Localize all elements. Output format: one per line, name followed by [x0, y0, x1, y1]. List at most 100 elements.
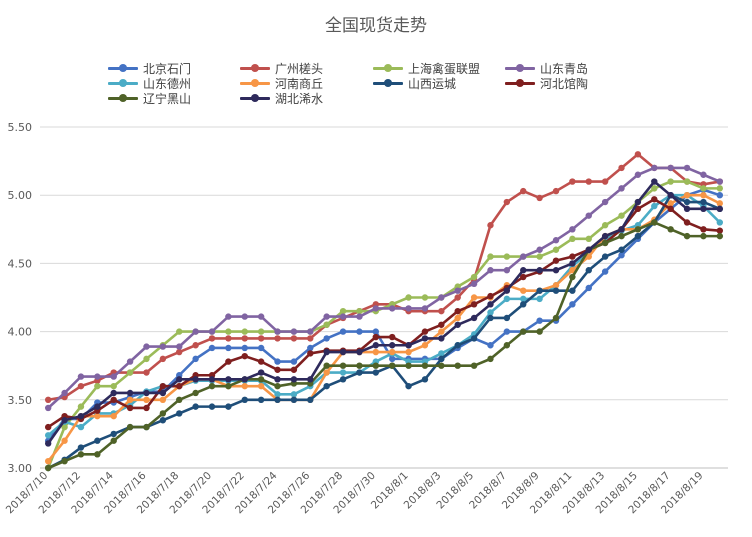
data-point: [241, 328, 248, 335]
data-point: [536, 317, 543, 324]
data-point: [585, 253, 592, 260]
data-point: [126, 358, 134, 365]
legend-item: 辽宁黑山: [108, 91, 191, 106]
y-tick-label: 3.00: [8, 462, 33, 475]
data-point: [225, 403, 232, 410]
data-point: [421, 342, 429, 349]
data-point: [438, 307, 445, 315]
data-point: [520, 287, 527, 294]
data-point: [388, 362, 396, 369]
data-point: [716, 178, 724, 185]
data-point: [110, 430, 117, 438]
data-point: [470, 280, 478, 288]
legend-swatch: [505, 63, 535, 72]
data-point: [241, 344, 248, 352]
data-point: [388, 342, 396, 349]
legend-swatch: [108, 78, 138, 87]
data-point: [274, 391, 281, 398]
data-point: [552, 246, 560, 253]
data-point: [454, 294, 461, 301]
data-point: [700, 205, 707, 213]
data-point: [356, 313, 363, 320]
data-point: [44, 404, 52, 412]
data-point: [356, 348, 363, 356]
data-point: [454, 287, 461, 294]
data-point: [77, 451, 85, 458]
data-point: [421, 305, 429, 312]
data-point: [290, 358, 298, 365]
legend-swatch: [373, 63, 403, 72]
data-point: [44, 457, 52, 465]
data-point: [520, 301, 527, 308]
data-point: [552, 267, 560, 274]
data-point: [520, 273, 527, 281]
data-point: [487, 292, 494, 300]
data-point: [372, 362, 380, 369]
data-point: [601, 239, 609, 247]
data-point: [225, 313, 232, 320]
data-point: [44, 440, 52, 447]
data-point: [225, 328, 232, 335]
data-point: [569, 301, 576, 308]
data-point: [159, 410, 167, 417]
legend-item: 广州槎头: [240, 61, 323, 76]
data-point: [241, 396, 248, 403]
data-point: [339, 362, 347, 369]
legend-marker: [251, 63, 259, 72]
data-point: [585, 267, 592, 274]
legend-label: 湖北浠水: [275, 91, 324, 106]
data-point: [241, 352, 248, 360]
data-point: [110, 389, 117, 397]
data-point: [405, 294, 412, 301]
data-point: [126, 404, 134, 412]
data-point: [323, 382, 330, 390]
data-point: [110, 412, 117, 420]
chart-legend: 北京石门 广州槎头 上海禽蛋联盟 山东青岛 山东德州 河南商丘 山西运城 河北馆陶 辽宁黑山 湖北…: [0, 0, 752, 110]
y-tick-label: 5.50: [8, 121, 33, 134]
data-point: [438, 321, 445, 328]
y-tick-label: 3.50: [8, 394, 33, 407]
data-point: [438, 328, 445, 335]
data-point: [94, 451, 101, 458]
data-point: [192, 389, 199, 397]
data-point: [487, 253, 494, 260]
data-point: [585, 284, 592, 292]
data-point: [438, 350, 445, 357]
data-point: [520, 328, 527, 335]
data-point: [438, 335, 445, 342]
data-point: [667, 178, 674, 185]
data-point: [667, 226, 674, 233]
legend-swatch: [108, 93, 138, 102]
data-point: [307, 335, 314, 342]
data-point: [159, 343, 167, 350]
data-point: [552, 287, 560, 294]
data-point: [126, 423, 134, 431]
data-point: [503, 287, 511, 294]
data-point: [61, 457, 68, 465]
legend-label: 山东青岛: [540, 61, 589, 76]
data-point: [274, 358, 281, 365]
data-point: [257, 313, 265, 320]
data-point: [388, 333, 396, 341]
legend-item: 湖北浠水: [240, 91, 324, 106]
data-point: [552, 237, 560, 244]
data-point: [683, 192, 691, 199]
data-point: [307, 350, 314, 357]
data-point: [470, 362, 478, 369]
data-point: [454, 362, 461, 369]
data-point: [454, 321, 461, 328]
data-point: [716, 192, 724, 199]
data-point: [700, 226, 707, 233]
data-point: [552, 257, 560, 264]
data-point: [159, 389, 167, 397]
data-point: [77, 423, 85, 431]
data-point: [683, 178, 691, 185]
data-point: [44, 423, 52, 431]
data-point: [536, 246, 543, 253]
data-point: [208, 403, 216, 410]
data-point: [716, 200, 724, 207]
data-point: [176, 348, 183, 356]
data-point: [192, 376, 199, 383]
data-point: [208, 382, 216, 390]
data-point: [634, 171, 642, 178]
